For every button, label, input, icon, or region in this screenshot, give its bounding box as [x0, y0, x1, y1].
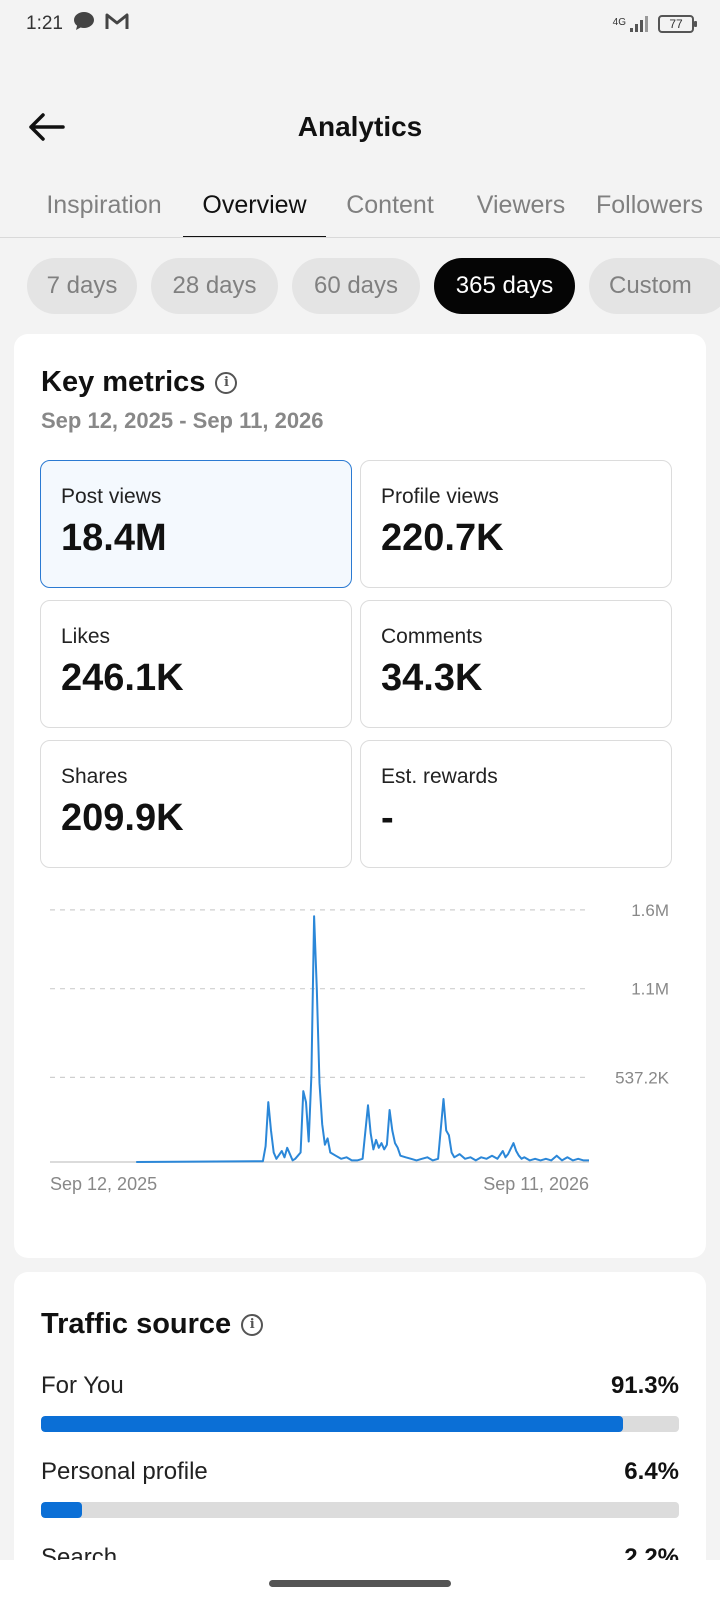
post-views-chart: 537.2K 1.1M 1.6M Sep 12, 2025 Sep 11, 2026 [50, 901, 670, 1194]
metric-label: Shares [61, 765, 128, 788]
traffic-source-heading: Traffic source i [41, 1308, 264, 1341]
status-bar: 1:21 4G 77 [0, 0, 720, 48]
tab-inspiration[interactable]: Inspiration [46, 190, 162, 219]
key-metrics-title: Key metrics [41, 366, 206, 398]
range-365-days[interactable]: 365 days [434, 258, 575, 314]
app-header: Analytics [0, 92, 720, 162]
metric-value: 209.9K [61, 797, 184, 839]
metric-value: 246.1K [61, 657, 184, 699]
metric-label: Comments [381, 625, 483, 648]
battery-icon: 77 [658, 15, 697, 33]
x-tick-label-end: Sep 11, 2026 [483, 1174, 589, 1194]
metric-label: Post views [61, 485, 162, 508]
traffic-bar-fill [41, 1416, 624, 1432]
key-metrics-heading: Key metrics i [41, 366, 238, 399]
traffic-bar-fill [41, 1502, 82, 1518]
traffic-row-for-you: For You 91.3% [41, 1372, 679, 1442]
metric-label: Likes [61, 625, 111, 648]
metric-value: 220.7K [381, 517, 504, 559]
x-tick-label-start: Sep 12, 2025 [50, 1174, 157, 1194]
traffic-bar [41, 1502, 679, 1518]
signal-icon [630, 16, 648, 32]
tab-content[interactable]: Content [346, 190, 434, 219]
traffic-label: For You [41, 1372, 124, 1399]
metric-est-rewards[interactable]: Est. rewards - [360, 740, 672, 868]
tab-overview[interactable]: Overview [183, 172, 326, 237]
info-icon[interactable]: i [241, 1313, 264, 1336]
metric-label: Est. rewards [381, 765, 498, 788]
date-range-selector: 7 days 28 days 60 days 365 days Custom [0, 258, 720, 314]
traffic-row-personal-profile: Personal profile 6.4% [41, 1458, 679, 1528]
metric-profile-views[interactable]: Profile views 220.7K [360, 460, 672, 588]
tab-viewers[interactable]: Viewers [476, 190, 566, 219]
metric-comments[interactable]: Comments 34.3K [360, 600, 672, 728]
metric-post-views[interactable]: Post views 18.4M [40, 460, 352, 588]
traffic-percent: 91.3% [610, 1372, 679, 1399]
range-28-days[interactable]: 28 days [151, 258, 278, 314]
range-60-days[interactable]: 60 days [292, 258, 420, 314]
network-label: 4G [612, 17, 626, 28]
analytics-tabs: Inspiration Overview Content Viewers Fol… [0, 172, 720, 238]
range-7-days[interactable]: 7 days [27, 258, 137, 314]
status-time: 1:21 [26, 13, 63, 34]
back-button[interactable] [22, 106, 70, 148]
series-line [136, 915, 589, 1163]
range-custom[interactable]: Custom [589, 258, 720, 314]
chat-icon [73, 11, 95, 37]
metric-value: 18.4M [61, 517, 167, 559]
metric-value: 34.3K [381, 657, 483, 699]
traffic-label: Personal profile [41, 1458, 208, 1485]
metric-shares[interactable]: Shares 209.9K [40, 740, 352, 868]
page-title: Analytics [297, 111, 423, 142]
metric-value: - [381, 797, 394, 839]
home-indicator[interactable] [269, 1580, 451, 1587]
y-tick-label: 1.1M [631, 980, 669, 999]
traffic-source-card: Traffic source i For You 91.3% Personal … [14, 1272, 706, 1600]
y-tick-label: 1.6M [631, 901, 669, 920]
metric-label: Profile views [381, 485, 499, 508]
tab-followers[interactable]: Followers [596, 190, 703, 219]
gmail-icon [105, 12, 129, 36]
y-tick-label: 537.2K [615, 1068, 670, 1087]
arrow-left-icon [29, 113, 65, 141]
info-icon[interactable]: i [215, 371, 238, 394]
date-range-label: Sep 12, 2025 - Sep 11, 2026 [41, 408, 324, 433]
traffic-bar [41, 1416, 679, 1432]
battery-level: 77 [669, 17, 683, 31]
key-metrics-card: Key metrics i Sep 12, 2025 - Sep 11, 202… [14, 334, 706, 1258]
traffic-source-title: Traffic source [41, 1308, 232, 1340]
traffic-percent: 6.4% [624, 1458, 679, 1485]
metric-likes[interactable]: Likes 246.1K [40, 600, 352, 728]
